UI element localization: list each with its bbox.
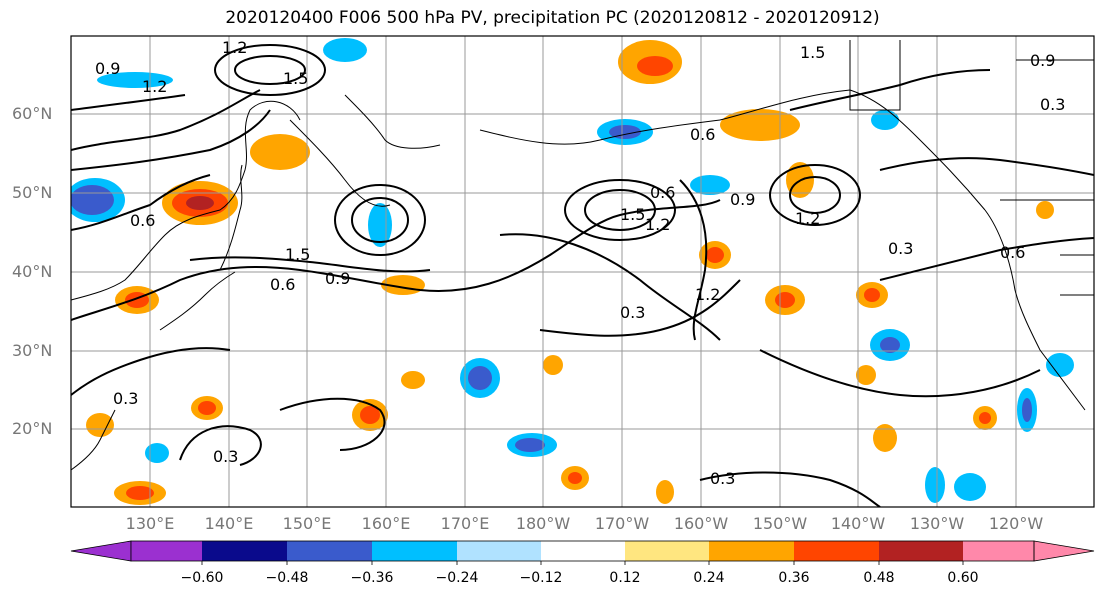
lon-label: 130°W <box>909 514 965 533</box>
colorbar-tick-label: −0.12 <box>519 570 563 586</box>
colorbar-tick-label: −0.48 <box>265 570 309 586</box>
contour-label: 0.6 <box>130 211 155 230</box>
colorbar-tick-label: −0.36 <box>350 570 394 586</box>
lon-label: 120°W <box>988 514 1044 533</box>
contour-label: 1.2 <box>142 77 167 96</box>
lon-label: 140°E <box>204 514 254 533</box>
contour-label: 1.5 <box>800 43 825 62</box>
map-title: 2020120400 F006 500 hPa PV, precipitatio… <box>225 8 880 28</box>
contour-label: 1.2 <box>222 38 247 57</box>
contour-label: 0.6 <box>690 125 715 144</box>
map-frame <box>70 35 1095 508</box>
contour-labels: 1.2 0.9 1.2 1.5 1.5 0.9 0.6 0.6 1.5 0.9 … <box>95 38 1065 488</box>
contour-label: 1.5 <box>283 69 308 88</box>
pv-contours <box>71 44 1094 507</box>
lon-label: 170°W <box>594 514 650 533</box>
contour-label: 0.3 <box>888 239 913 258</box>
map-plot-area: 1.2 0.9 1.2 1.5 1.5 0.9 0.6 0.6 1.5 0.9 … <box>71 36 1094 507</box>
contour-label: 0.6 <box>270 275 295 294</box>
contour-label: 0.3 <box>710 469 735 488</box>
lon-label: 170°E <box>440 514 490 533</box>
contour-label: 0.9 <box>325 269 350 288</box>
lon-label: 130°E <box>125 514 175 533</box>
colorbar-tick-label: −0.60 <box>180 570 224 586</box>
lat-label: 60°N <box>12 104 53 123</box>
contour-label: 1.2 <box>795 209 820 228</box>
lat-label: 50°N <box>12 183 53 202</box>
lon-label: 150°W <box>752 514 808 533</box>
coastlines <box>71 40 1094 471</box>
contour-label: 1.2 <box>695 285 720 304</box>
colorbar-tick-label: 0.48 <box>863 570 895 586</box>
contour-label: 1.5 <box>285 245 310 264</box>
graticule <box>71 36 1094 507</box>
lon-label: 150°E <box>282 514 332 533</box>
lat-label: 40°N <box>12 262 53 281</box>
colorbar <box>70 540 1095 565</box>
contour-label: 0.9 <box>730 190 755 209</box>
lon-label: 180°W <box>515 514 571 533</box>
lat-label: 30°N <box>12 341 53 360</box>
colorbar-tick-label: 0.12 <box>609 570 641 586</box>
contour-label: 0.9 <box>1030 51 1055 70</box>
contour-label: 0.9 <box>95 59 120 78</box>
lon-label: 140°W <box>830 514 886 533</box>
colorbar-tick-label: 0.24 <box>693 570 725 586</box>
lon-label: 160°E <box>361 514 411 533</box>
colorbar-tick-label: 0.60 <box>947 570 979 586</box>
contour-label: 0.6 <box>1000 243 1025 262</box>
contour-label: 0.3 <box>213 447 238 466</box>
contour-label: 0.3 <box>113 389 138 408</box>
contour-label: 0.3 <box>1040 95 1065 114</box>
lat-label: 20°N <box>12 419 53 438</box>
contour-label: 0.3 <box>620 303 645 322</box>
lon-label: 160°W <box>673 514 729 533</box>
contour-label: 0.6 <box>650 183 675 202</box>
colorbar-tick-label: 0.36 <box>778 570 810 586</box>
contour-label: 1.2 <box>645 215 670 234</box>
precip-shading <box>71 38 1074 505</box>
contour-label: 1.5 <box>620 205 645 224</box>
colorbar-tick-label: −0.24 <box>435 570 479 586</box>
